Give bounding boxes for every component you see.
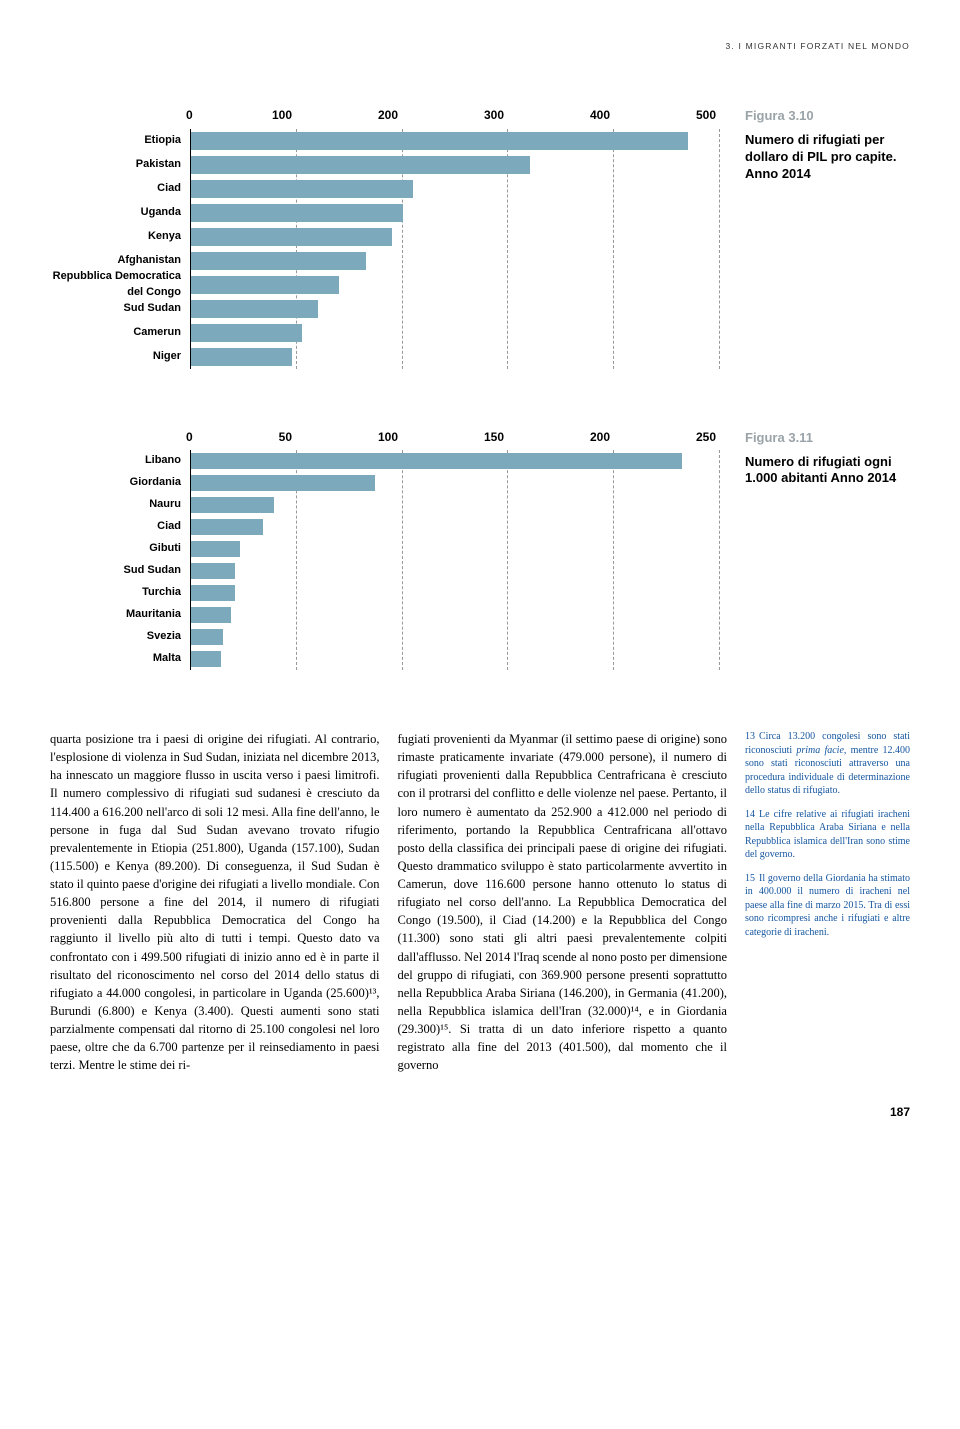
bar xyxy=(191,629,223,645)
bar xyxy=(191,324,302,342)
bar xyxy=(191,252,366,270)
chart2-fignum: Figura 3.11 xyxy=(745,429,910,448)
bar-row: Libano xyxy=(191,450,720,472)
bar-row: Repubblica Democratica del Congo xyxy=(191,273,720,297)
bar xyxy=(191,348,292,366)
chart2-title: Numero di rifugiati ogni 1.000 abitanti … xyxy=(745,454,910,488)
footnote-15-body: Il governo della Giordania ha stimato in… xyxy=(745,873,910,938)
bar-row: Sud Sudan xyxy=(191,560,720,582)
bar-row: Afghanistan xyxy=(191,249,720,273)
bar-row: Sud Sudan xyxy=(191,297,720,321)
figure-3-11: 050100150200250 LibanoGiordaniaNauruCiad… xyxy=(50,429,910,670)
bar-label: Sud Sudan xyxy=(46,563,186,579)
bar-label: Uganda xyxy=(46,205,186,221)
bar-row: Nauru xyxy=(191,494,720,516)
bar-row: Niger xyxy=(191,345,720,369)
x-tick: 50 xyxy=(186,429,292,446)
bar-label: Giordania xyxy=(46,475,186,491)
chart1-xaxis: 0100200300400500 xyxy=(190,107,720,124)
bar-row: Camerun xyxy=(191,321,720,345)
chart2-xaxis: 050100150200250 xyxy=(190,429,720,446)
bar-row: Pakistan xyxy=(191,153,720,177)
bar-row: Ciad xyxy=(191,516,720,538)
bar-label: Etiopia xyxy=(46,133,186,149)
footnote-14-body: Le cifre relative ai rifugiati iracheni … xyxy=(745,809,910,861)
bar-row: Etiopia xyxy=(191,129,720,153)
x-tick: 200 xyxy=(504,429,610,446)
bar-row: Turchia xyxy=(191,582,720,604)
bar-row: Svezia xyxy=(191,626,720,648)
footnote-15: 15Il governo della Giordania ha stimato … xyxy=(745,872,910,940)
page-number: 187 xyxy=(50,1104,910,1121)
bar xyxy=(191,156,530,174)
footnotes-column: 13Circa 13.200 congolesi sono stati rico… xyxy=(745,730,910,1074)
bar xyxy=(191,300,318,318)
bar xyxy=(191,180,413,198)
bar-label: Pakistan xyxy=(46,157,186,173)
chart2-area: 050100150200250 LibanoGiordaniaNauruCiad… xyxy=(50,429,720,670)
x-tick: 300 xyxy=(398,107,504,124)
footnote-13: 13Circa 13.200 congolesi sono stati rico… xyxy=(745,730,910,798)
bar-row: Giordania xyxy=(191,472,720,494)
bar-row: Gibuti xyxy=(191,538,720,560)
body-columns: quarta posizione tra i paesi di origine … xyxy=(50,730,910,1074)
x-tick: 400 xyxy=(504,107,610,124)
x-tick: 200 xyxy=(292,107,398,124)
bar-label: Nauru xyxy=(46,497,186,513)
chart1-area: 0100200300400500 EtiopiaPakistanCiadUgan… xyxy=(50,107,720,368)
chart2-plot: LibanoGiordaniaNauruCiadGibutiSud SudanT… xyxy=(190,450,720,670)
bar-row: Malta xyxy=(191,648,720,670)
bar xyxy=(191,519,263,535)
bar-label: Niger xyxy=(46,349,186,365)
bar xyxy=(191,453,682,469)
bar-row: Ciad xyxy=(191,177,720,201)
bar-label: Malta xyxy=(46,651,186,667)
bar-label: Kenya xyxy=(46,229,186,245)
bar xyxy=(191,607,231,623)
bar-label: Camerun xyxy=(46,325,186,341)
bar xyxy=(191,497,274,513)
text-column-1: quarta posizione tra i paesi di origine … xyxy=(50,730,380,1074)
bar-label: Afghanistan xyxy=(46,253,186,269)
footnote-14-num: 14 xyxy=(745,808,759,822)
x-tick: 100 xyxy=(186,107,292,124)
chart2-caption: Figura 3.11 Numero di rifugiati ogni 1.0… xyxy=(745,429,910,488)
bar-label: Ciad xyxy=(46,519,186,535)
footnote-14: 14Le cifre relative ai rifugiati irachen… xyxy=(745,808,910,862)
bar-row: Mauritania xyxy=(191,604,720,626)
bar-row: Uganda xyxy=(191,201,720,225)
bar xyxy=(191,475,375,491)
bar xyxy=(191,563,235,579)
chart1-fignum: Figura 3.10 xyxy=(745,107,910,126)
footnote-15-num: 15 xyxy=(745,872,759,886)
bar-label: Repubblica Democratica del Congo xyxy=(46,269,186,301)
x-tick: 500 xyxy=(610,107,716,124)
bar xyxy=(191,585,235,601)
bar-label: Mauritania xyxy=(46,607,186,623)
footnote-13-em: prima facie xyxy=(796,745,844,756)
bar xyxy=(191,651,221,667)
figure-3-10: 0100200300400500 EtiopiaPakistanCiadUgan… xyxy=(50,107,910,368)
bar-label: Svezia xyxy=(46,629,186,645)
bar-label: Gibuti xyxy=(46,541,186,557)
bar xyxy=(191,228,392,246)
bar-label: Turchia xyxy=(46,585,186,601)
x-tick: 100 xyxy=(292,429,398,446)
running-header: 3. I MIGRANTI FORZATI NEL MONDO xyxy=(50,40,910,52)
x-tick: 150 xyxy=(398,429,504,446)
bar-label: Sud Sudan xyxy=(46,301,186,317)
bar xyxy=(191,132,688,150)
bar-label: Libano xyxy=(46,453,186,469)
bar xyxy=(191,276,339,294)
bar xyxy=(191,204,403,222)
x-tick: 250 xyxy=(610,429,716,446)
chart1-plot: EtiopiaPakistanCiadUgandaKenyaAfghanista… xyxy=(190,129,720,369)
text-column-2: fugiati provenienti da Myanmar (il setti… xyxy=(398,730,728,1074)
chart1-title: Numero di rifugiati per dollaro di PIL p… xyxy=(745,132,910,183)
bar-label: Ciad xyxy=(46,181,186,197)
footnote-13-num: 13 xyxy=(745,730,759,744)
bar-row: Kenya xyxy=(191,225,720,249)
bar xyxy=(191,541,240,557)
chart1-caption: Figura 3.10 Numero di rifugiati per doll… xyxy=(745,107,910,183)
